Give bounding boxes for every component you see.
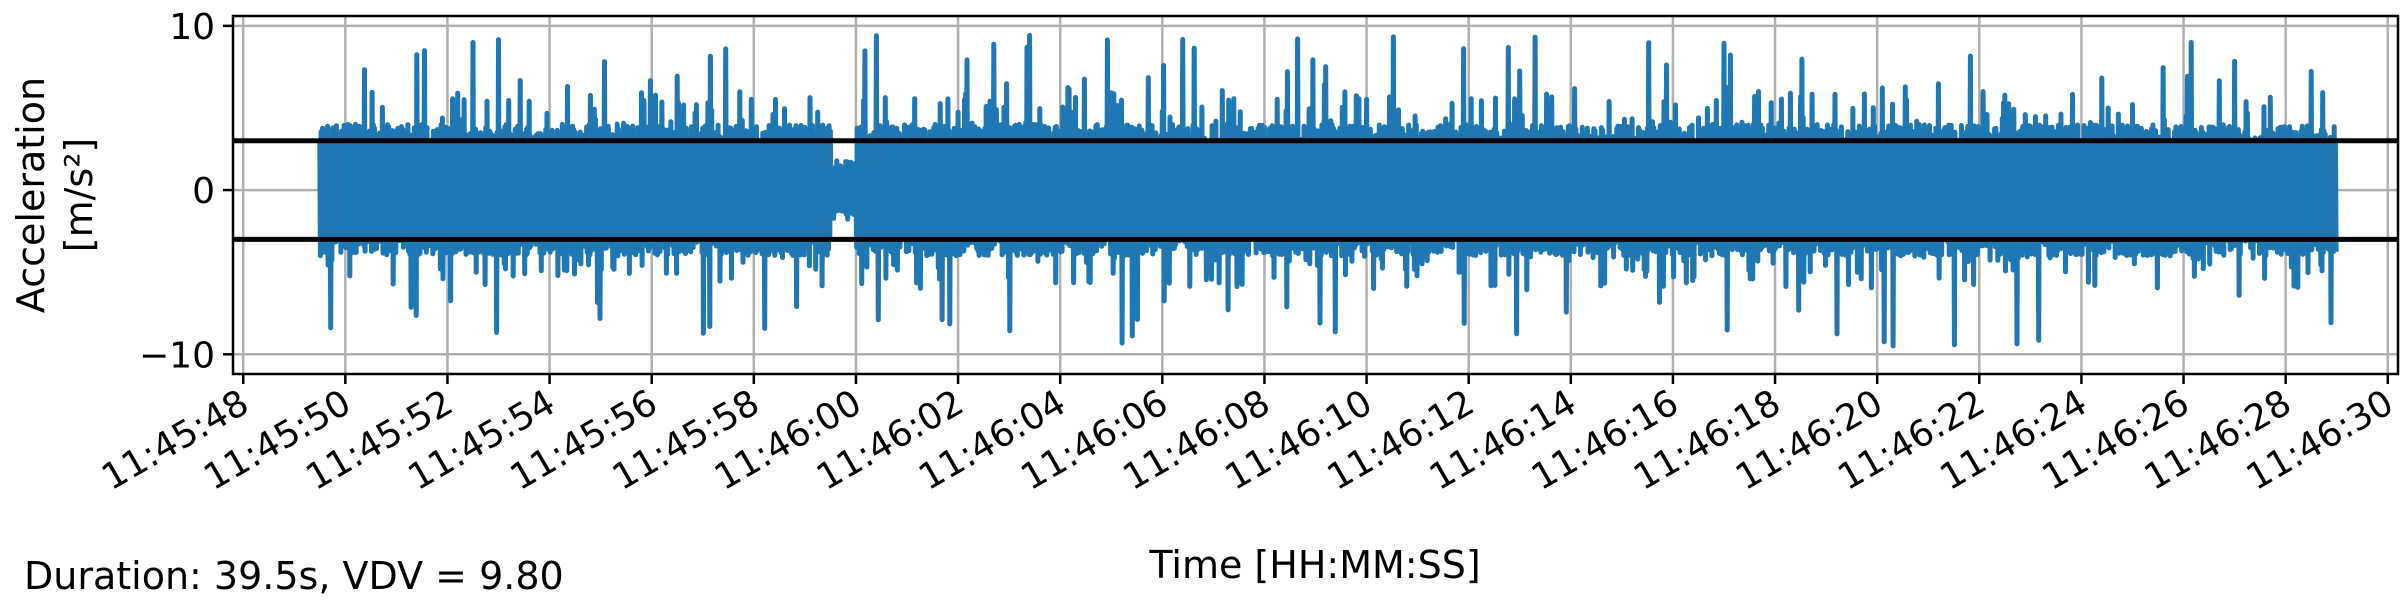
y-axis-ticks: −10 0 10 — [139, 7, 233, 376]
duration-vdv-summary: Duration: 39.5s, VDV = 9.80 — [24, 554, 564, 598]
y-tick-label: 0 — [192, 171, 215, 212]
acceleration-trace — [317, 32, 2339, 349]
y-axis-label-line1: Acceleration — [9, 77, 53, 313]
y-tick-label: 10 — [169, 7, 215, 48]
series-acceleration — [317, 32, 2339, 349]
plot-frame — [231, 14, 2400, 376]
threshold-lines — [233, 138, 2398, 242]
y-axis-label: Acceleration [m/s²] — [9, 77, 101, 313]
x-axis-label: Time [HH:MM:SS] — [1148, 543, 1480, 587]
x-axis-ticks: 11:45:4811:45:5011:45:5211:45:5411:45:56… — [95, 374, 2400, 499]
y-tick-label: −10 — [139, 335, 215, 376]
y-axis-label-line2: [m/s²] — [57, 138, 101, 253]
